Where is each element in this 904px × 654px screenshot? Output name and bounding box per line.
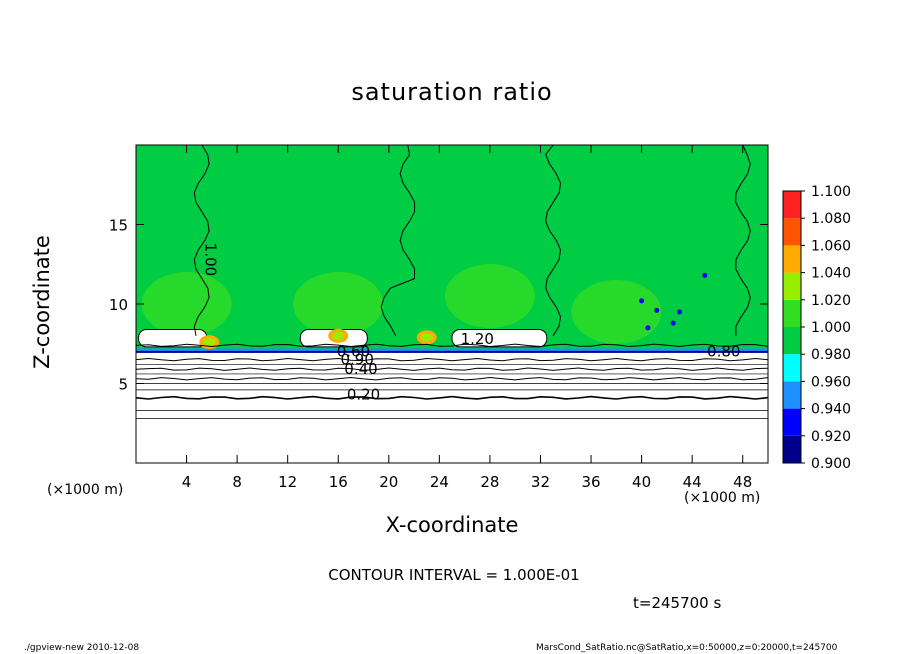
x-tick-label: 48 [733, 473, 752, 491]
colorbar-segment [783, 272, 801, 300]
colorbar-segment [783, 354, 801, 382]
contour-line-1-00 [380, 144, 416, 337]
contour-line-1-00 [545, 144, 562, 337]
x-tick-label: 4 [182, 473, 192, 491]
time-label: t=245700 s [633, 594, 722, 612]
colorbar-segment [783, 218, 801, 246]
subsat-speckle [677, 309, 683, 315]
colorbar-segment [783, 435, 801, 463]
footer-right: MarsCond_SatRatio.nc@SatRatio,x=0:50000,… [536, 643, 838, 653]
contour-line [135, 367, 769, 371]
colorbar-label: 1.060 [811, 238, 851, 254]
contour-line [135, 395, 769, 400]
contour-line-1-00 [735, 144, 751, 336]
subsat-speckle [654, 307, 660, 313]
x-axis-label: X-coordinate [385, 513, 519, 537]
plot-area: 0.20 0.400.900.60 1.20 0.80 1.00 [135, 144, 769, 464]
colorbar-label: 0.900 [811, 456, 851, 472]
colorbar-segment [783, 191, 801, 219]
x-tick-label: 28 [480, 473, 499, 491]
colorbar-label: 1.040 [811, 266, 851, 282]
footer-left: ./gpview-new 2010-12-08 [24, 643, 140, 653]
y-tick-label: 10 [109, 296, 128, 314]
subsat-speckle [670, 320, 676, 326]
x-tick-label: 44 [683, 473, 702, 491]
supersat-core [203, 338, 216, 347]
contour-label-0-90: 0.90 [340, 350, 373, 368]
colorbar-segment [783, 299, 801, 327]
contour-label-0-60: 0.60 [337, 342, 370, 360]
colorbar-label: 0.980 [811, 347, 851, 363]
contour-interval-label: CONTOUR INTERVAL = 1.000E-01 [328, 566, 580, 584]
x-axis-unit-right: (×1000 m) [684, 490, 761, 506]
supersat-patch [444, 264, 535, 329]
colorbar: 0.900 0.920 0.940 0.960 0.980 1.000 1.020 1.040… [782, 184, 851, 472]
y-tick-label: 15 [109, 217, 128, 235]
x-tick-label: 16 [329, 473, 348, 491]
y-axis-ticks: 5 10 15 [109, 217, 768, 394]
contour-line [135, 357, 769, 362]
colorbar-segment [783, 408, 801, 436]
dry-pocket [451, 328, 548, 348]
y-tick-label: 5 [118, 376, 128, 394]
chart-title: saturation ratio [351, 78, 553, 106]
contour-label-0-40: 0.40 [344, 360, 377, 378]
colorbar-segment [783, 245, 801, 273]
supersat-core [332, 331, 345, 340]
supersat-patch [571, 279, 662, 344]
colorbar-label: 1.000 [811, 320, 851, 336]
colorbar-segment [783, 327, 801, 355]
x-axis-unit-left: (×1000 m) [47, 482, 124, 498]
x-tick-label: 12 [278, 473, 297, 491]
colorbar-label: 0.940 [811, 402, 851, 418]
colorbar-segment [783, 381, 801, 409]
colorbar-label: 1.100 [811, 184, 851, 200]
subsat-speckle [645, 325, 651, 331]
x-tick-label: 8 [232, 473, 242, 491]
x-tick-label: 32 [531, 473, 550, 491]
supersat-patch [141, 272, 232, 336]
contour-label-0-80: 0.80 [707, 342, 740, 360]
colorbar-label: 0.960 [811, 374, 851, 390]
x-tick-label: 20 [379, 473, 398, 491]
x-tick-label: 40 [632, 473, 651, 491]
subsat-speckle [639, 298, 645, 304]
contour-line [135, 343, 769, 348]
contour-label-0-20: 0.20 [347, 385, 380, 403]
colorbar-label: 0.920 [811, 429, 851, 445]
contour-line [135, 376, 769, 381]
cloud-base-line [136, 350, 768, 353]
colorbar-label: 1.020 [811, 293, 851, 309]
saturated-region [136, 145, 768, 352]
contour-label-1-20: 1.20 [461, 330, 494, 348]
supersat-core [420, 333, 433, 342]
colorbar-label: 1.080 [811, 211, 851, 227]
contour-label-1-00: 1.00 [202, 243, 220, 276]
x-tick-label: 36 [581, 473, 600, 491]
cloud-base-band [136, 348, 768, 353]
subsat-speckle [702, 272, 708, 278]
supersat-patch [293, 272, 384, 336]
x-tick-label: 24 [430, 473, 449, 491]
x-axis-ticks: 4 8 12 16 20 24 28 32 36 40 44 48 [182, 145, 752, 491]
contour-line-1-00 [193, 144, 210, 336]
